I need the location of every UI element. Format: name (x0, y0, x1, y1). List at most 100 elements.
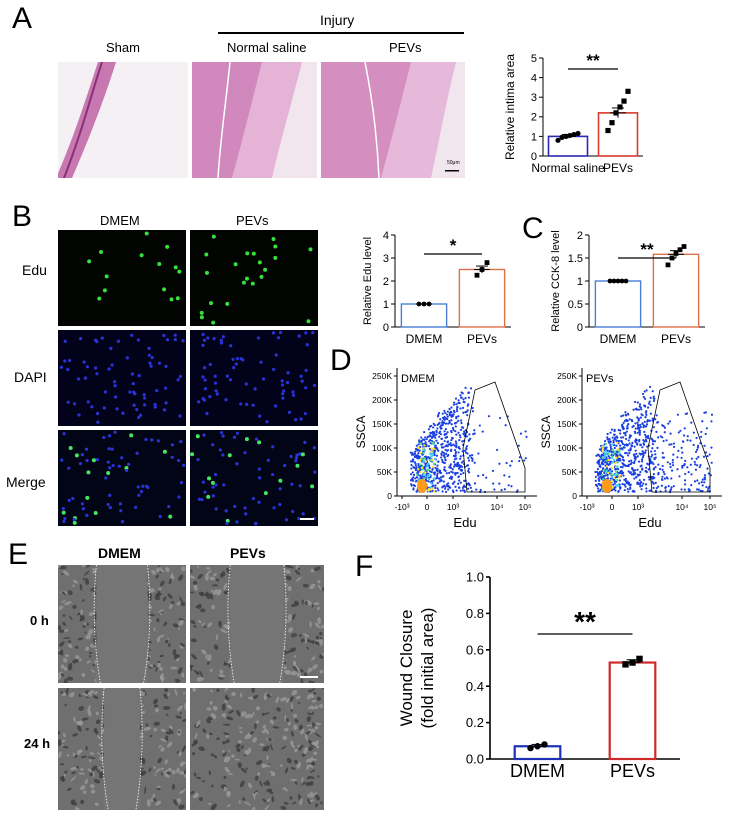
cell-texture (226, 704, 232, 709)
cell-dot (157, 361, 162, 365)
cell-dot (137, 415, 141, 420)
cell-texture (63, 678, 68, 683)
cell-texture (75, 654, 80, 660)
density-core (602, 479, 612, 493)
cell-texture (310, 694, 315, 698)
cell-dot (63, 359, 67, 363)
cell-dot (231, 357, 235, 361)
cell-texture (210, 803, 217, 810)
histology-pevs-image: 50μm (321, 62, 465, 178)
cell-texture (190, 575, 196, 579)
cell-dot (245, 251, 250, 256)
cell-texture (78, 658, 82, 662)
cell-texture (307, 601, 312, 606)
cell-dot (290, 482, 294, 486)
cell-texture (263, 781, 267, 786)
cell-dot (209, 301, 214, 306)
cell-texture (311, 762, 316, 765)
cell-dot (289, 454, 293, 459)
cell-dot (175, 296, 180, 301)
cell-dot (63, 516, 67, 521)
wound-pevs-24h-image (190, 688, 324, 810)
cell-dot (62, 432, 66, 436)
cell-texture (191, 653, 198, 660)
cell-dot (278, 487, 282, 491)
cell-texture (313, 691, 317, 695)
cell-texture (153, 721, 160, 726)
cell-texture (235, 743, 241, 748)
cell-texture (160, 569, 165, 573)
y-tick-label: 0 (577, 322, 583, 334)
cell-dot (263, 491, 268, 496)
cell-dot (130, 333, 134, 337)
cell-dot (201, 397, 205, 401)
cell-texture (181, 745, 186, 752)
cell-texture (165, 566, 170, 573)
cell-texture (96, 735, 101, 740)
cell-texture (227, 773, 234, 775)
cell-texture (320, 801, 323, 805)
cell-texture (257, 772, 261, 776)
cell-texture (248, 696, 254, 700)
cell-texture (155, 567, 162, 573)
cell-dot (294, 418, 298, 422)
data-point (575, 130, 581, 137)
cell-dot (68, 445, 73, 450)
cell-texture (77, 637, 84, 641)
cell-texture (209, 576, 215, 581)
cell-texture (306, 724, 314, 727)
cell-texture (246, 747, 252, 755)
cell-texture (299, 728, 305, 735)
row-label-merge: Merge (6, 474, 46, 490)
y-tick-label: 2 (531, 112, 537, 124)
cell-dot (96, 420, 100, 424)
cell-texture (82, 577, 85, 581)
cell-texture (64, 703, 67, 707)
cell-dot (138, 413, 143, 417)
injury-group-label: Injury (320, 12, 355, 28)
cell-texture (168, 643, 171, 648)
cell-dot (115, 407, 119, 411)
cell-dot (244, 276, 249, 281)
cell-texture (177, 627, 181, 630)
cell-texture (74, 806, 80, 810)
row-label-0h: 0 h (30, 613, 49, 628)
data-point (571, 131, 577, 138)
cell-texture (98, 771, 104, 779)
cell-texture (81, 673, 86, 677)
cell-texture (152, 794, 156, 799)
cell-texture (223, 775, 227, 779)
cell-dot (282, 389, 286, 393)
cell-texture (154, 704, 159, 708)
cell-texture (173, 653, 181, 657)
cell-texture (300, 678, 304, 683)
cell-dot (136, 338, 140, 342)
cell-texture (308, 739, 313, 747)
cell-texture (165, 731, 172, 735)
data-point (474, 272, 480, 278)
cell-dot (254, 522, 258, 526)
cell-dot (239, 402, 243, 406)
cell-dot (147, 346, 151, 350)
cell-texture (252, 737, 258, 743)
cell-texture (215, 634, 219, 641)
cell-texture (168, 767, 172, 772)
scale-bar-e (300, 676, 318, 678)
cell-dot (139, 253, 144, 258)
x-tick-label: 10⁴ (490, 502, 503, 512)
row-label-edu: Edu (22, 262, 47, 278)
cell-dot (271, 331, 276, 335)
cell-texture (252, 694, 259, 700)
cell-dot (280, 383, 285, 387)
cell-texture (319, 703, 324, 708)
cell-texture (312, 758, 318, 761)
y-tick-label: 150K (372, 419, 392, 429)
cell-texture (295, 565, 299, 569)
cell-texture (63, 732, 66, 738)
cell-texture (284, 583, 288, 587)
cell-texture (201, 649, 207, 655)
cell-dot (147, 353, 151, 357)
panel-letter-c: C (522, 212, 544, 245)
cell-dot (164, 401, 168, 405)
cell-dot (208, 394, 212, 399)
